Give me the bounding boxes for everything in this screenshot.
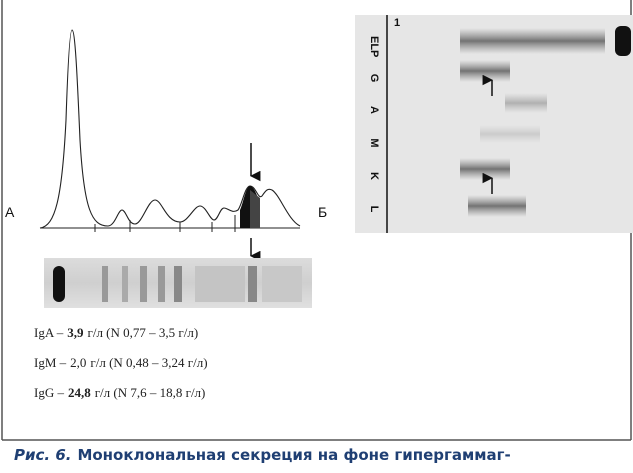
result-value: 24,8 — [67, 385, 91, 400]
gel-strip — [44, 258, 312, 308]
result-value: 2,0 — [70, 355, 87, 370]
result-value: 3,9 — [67, 325, 84, 340]
gel-panel — [355, 15, 633, 233]
caption-text: Моноклональная секреция на фоне гипергам… — [77, 446, 511, 464]
result-rest: г/л (N 0,77 – 3,5 г/л) — [87, 325, 199, 340]
lane-label: L — [368, 205, 380, 213]
panel-label: А — [5, 204, 15, 220]
result-line: IgA –3,9 г/л (N 0,77 – 3,5 г/л) — [34, 325, 202, 341]
caption: Рис. 6. Моноклональная секреция на фоне г… — [14, 446, 511, 464]
densitogram — [39, 29, 301, 262]
lane-label: K — [368, 172, 380, 180]
lane-label: ELP — [368, 36, 380, 58]
sample-label: 1 — [394, 17, 401, 29]
result-name: IgG – — [34, 385, 64, 400]
result-rest: г/л (N 7,6 – 18,8 г/л) — [94, 385, 206, 400]
result-name: IgA – — [34, 325, 64, 340]
result-line: IgM –2,0 г/л (N 0,48 – 3,24 г/л) — [34, 355, 212, 371]
result-rest: г/л (N 0,48 – 3,24 г/л) — [90, 355, 208, 370]
result-name: IgM – — [34, 355, 67, 370]
lane-label: A — [368, 106, 380, 114]
lane-label: M — [368, 138, 380, 148]
panel-label: Б — [318, 204, 328, 220]
caption-label: Рис. 6. — [14, 446, 72, 464]
lane-label: G — [368, 73, 380, 83]
result-line: IgG –24,8 г/л (N 7,6 – 18,8 г/л) — [34, 385, 209, 401]
